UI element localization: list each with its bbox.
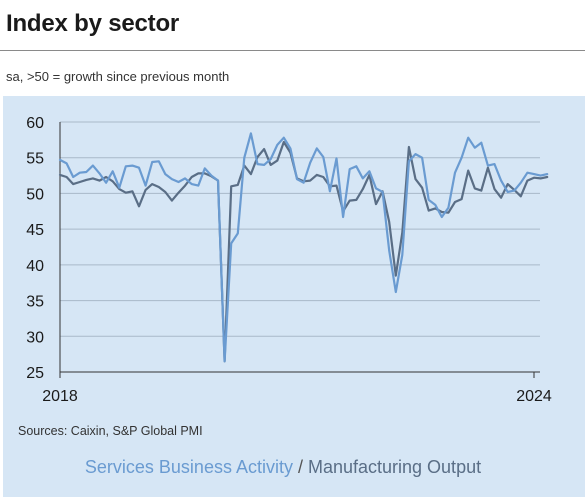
chart-title: Index by sector (6, 10, 180, 37)
title-divider (0, 50, 585, 51)
y-tick-label: 60 (26, 115, 44, 132)
series-layer (58, 132, 549, 363)
chart-subtitle: sa, >50 = growth since previous month (6, 69, 230, 84)
legend-manufacturing: Manufacturing Output (307, 457, 482, 477)
x-tick-label: 2018 (42, 388, 78, 405)
legend: Services Business Activity / Manufacturi… (0, 457, 566, 478)
axis-layer: 25 30 35 40 45 50 55 60 2018 2024 (26, 115, 552, 405)
y-tick-label: 25 (26, 365, 44, 382)
legend-separator: / (292, 457, 308, 477)
y-tick-label: 50 (26, 186, 44, 203)
legend-services: Services Business Activity (84, 457, 293, 477)
grid-layer (60, 121, 540, 337)
y-tick-label: 40 (26, 258, 44, 275)
series-line-services (58, 132, 549, 363)
y-tick-label: 55 (26, 151, 44, 168)
y-tick-label: 45 (26, 222, 44, 239)
x-tick-label: 2024 (516, 388, 552, 405)
y-tick-label: 35 (26, 294, 44, 311)
y-tick-label: 30 (26, 329, 44, 346)
source-note: Sources: Caixin, S&P Global PMI (18, 424, 203, 438)
series-line-manufacturing (58, 140, 549, 363)
